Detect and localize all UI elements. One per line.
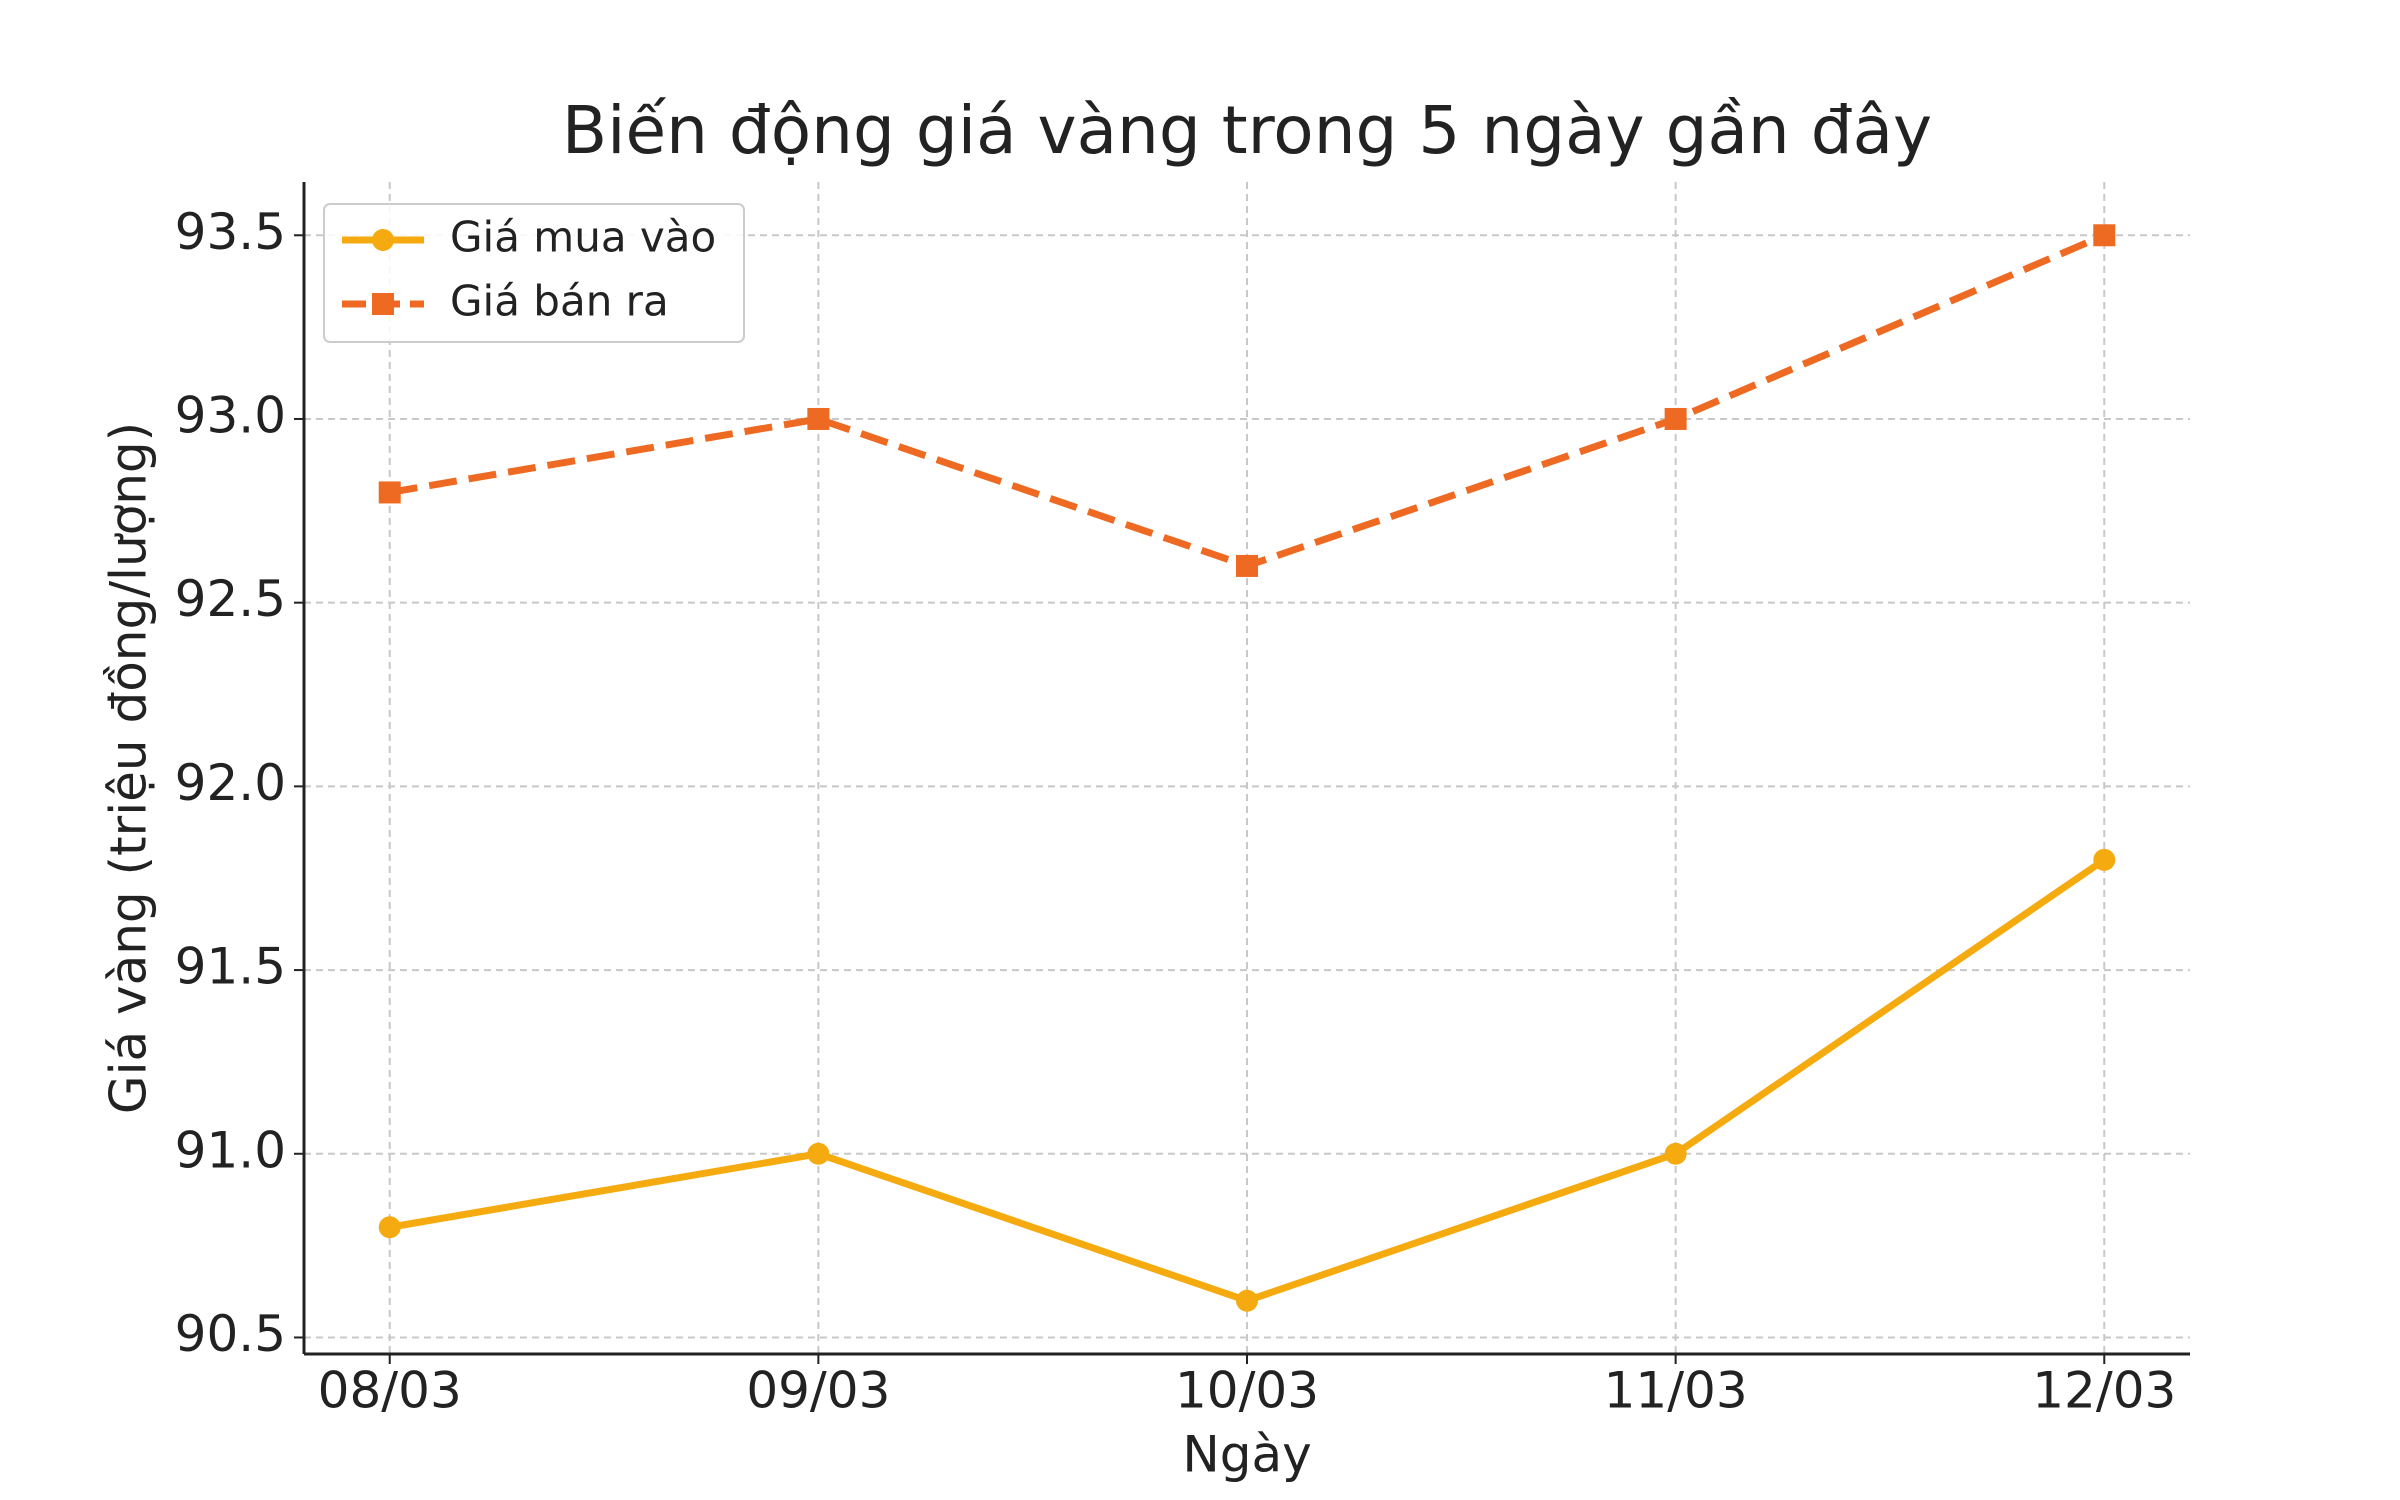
legend: Giá mua vào Giá bán ra	[323, 203, 745, 343]
data-point	[378, 1216, 401, 1239]
y-tick-label: 90.5	[175, 1305, 286, 1363]
legend-box	[323, 203, 745, 343]
x-tick-label: 11/03	[1604, 1362, 1748, 1420]
x-axis-label: Ngày	[1182, 1426, 1311, 1484]
legend-label: Giá bán ra	[450, 277, 669, 326]
y-axis-label: Giá vàng (triệu đồng/lượng)	[100, 422, 158, 1114]
x-tick-label: 09/03	[746, 1362, 890, 1420]
data-point	[807, 407, 830, 430]
y-tick-label: 91.0	[175, 1121, 286, 1179]
data-point	[378, 481, 401, 504]
data-point	[1236, 554, 1258, 577]
y-tick-label: 92.0	[175, 754, 286, 812]
legend-marker	[372, 293, 394, 315]
x-tick-label: 08/03	[318, 1362, 462, 1420]
y-tick-label: 93.0	[175, 386, 286, 444]
legend-label: Giá mua vào	[450, 213, 716, 262]
data-point	[1664, 407, 1687, 430]
chart-title: Biến động giá vàng trong 5 ngày gần đây	[562, 92, 1932, 169]
x-tick-label: 10/03	[1175, 1362, 1319, 1420]
data-point	[2093, 224, 2116, 247]
legend-marker	[372, 229, 394, 251]
data-point	[807, 1142, 830, 1165]
data-point	[1236, 1289, 1258, 1312]
y-tick-label: 92.5	[175, 570, 286, 628]
y-tick-label: 93.5	[175, 203, 286, 261]
data-point	[1664, 1142, 1687, 1165]
y-tick-label: 91.5	[175, 938, 286, 996]
x-tick-label: 12/03	[2032, 1362, 2176, 1420]
data-point	[2093, 848, 2116, 871]
